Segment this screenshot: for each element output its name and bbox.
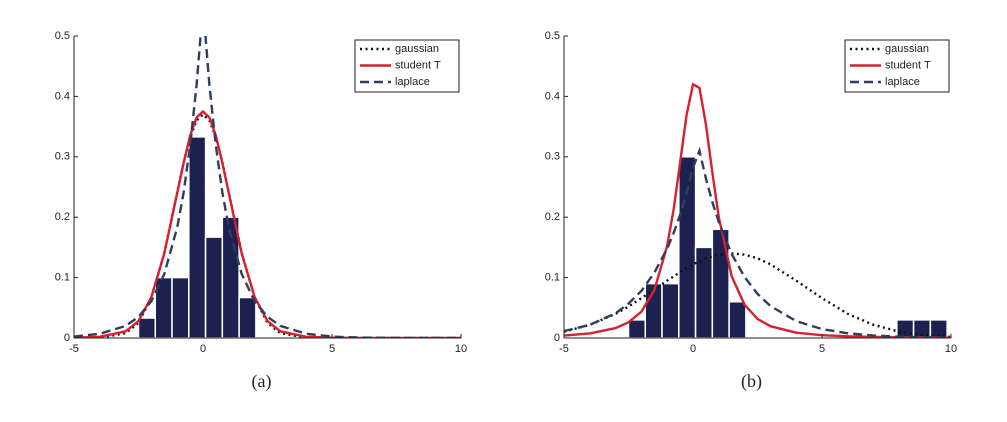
density-curve: [74, 109, 461, 338]
x-tick-label: 0: [200, 343, 206, 355]
x-tick-label: 10: [945, 343, 957, 355]
x-tick-label: 0: [690, 343, 696, 355]
legend-label: gaussian: [395, 43, 439, 55]
bar: [661, 282, 680, 339]
y-tick-label: 0: [64, 332, 70, 344]
x-tick-label: 5: [329, 343, 335, 355]
x-tick-label: -5: [559, 343, 569, 355]
y-tick-label: 0.1: [55, 272, 70, 284]
x-tick-label: -5: [69, 343, 79, 355]
bar: [711, 228, 730, 339]
bar: [896, 319, 915, 339]
curves: [564, 82, 951, 338]
legend-label: gaussian: [885, 43, 929, 55]
legend: gaussian student T laplace: [354, 39, 460, 93]
y-tick-label: 0.5: [55, 30, 70, 42]
y-tick-label: 0.5: [545, 30, 560, 42]
y-tick-label: 0.4: [545, 90, 560, 102]
density-curve: [74, 112, 461, 338]
density-curve: [564, 82, 951, 338]
legend-label: student T: [885, 59, 931, 71]
caption: (a): [252, 371, 272, 392]
bar: [728, 301, 747, 339]
bar: [171, 276, 190, 339]
bar: [694, 246, 714, 339]
caption: (b): [741, 371, 762, 392]
density-curve: [74, 36, 461, 338]
x-tick-label: 10: [455, 343, 467, 355]
legend-label: laplace: [395, 76, 430, 88]
bar: [238, 296, 257, 339]
y-tick-label: 0.3: [55, 151, 70, 163]
y-tick-label: 0: [554, 332, 560, 344]
x-tick-label: 5: [819, 343, 825, 355]
bar: [188, 136, 207, 339]
bar: [627, 319, 647, 339]
legend: gaussian student T laplace: [844, 39, 950, 93]
density-curve: [564, 252, 951, 338]
bar: [678, 156, 697, 339]
y-tick-label: 0.2: [545, 211, 560, 223]
density-curve: [564, 146, 951, 338]
bar: [204, 236, 224, 339]
legend-label: laplace: [885, 76, 920, 88]
legend-label: student T: [395, 59, 441, 71]
y-tick-label: 0.3: [545, 151, 560, 163]
bar: [137, 317, 157, 339]
y-tick-label: 0.4: [55, 90, 70, 102]
y-tick-label: 0.2: [55, 211, 70, 223]
y-tick-label: 0.1: [545, 272, 560, 284]
